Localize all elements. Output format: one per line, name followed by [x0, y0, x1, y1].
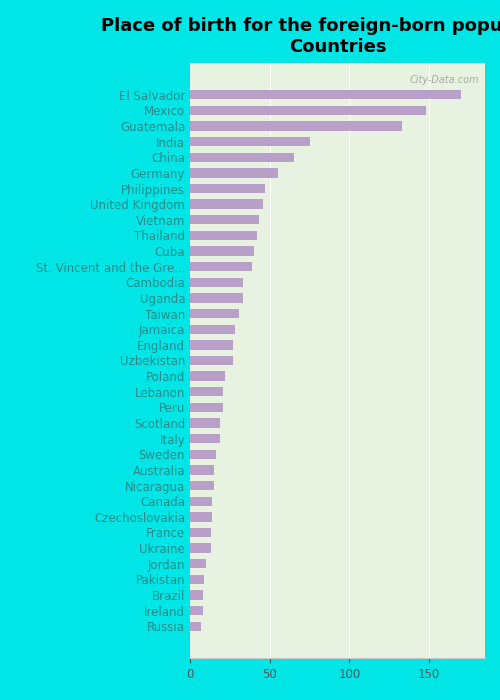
Bar — [190, 231, 257, 240]
Bar — [190, 325, 234, 334]
Bar — [190, 559, 206, 568]
Bar — [190, 215, 258, 225]
Bar — [190, 622, 201, 631]
Bar — [190, 402, 224, 412]
Bar — [190, 90, 461, 99]
Bar — [190, 340, 233, 349]
Bar — [190, 137, 310, 146]
Bar — [190, 199, 264, 209]
Bar — [190, 543, 210, 553]
Bar — [190, 121, 402, 131]
Text: City-Data.com: City-Data.com — [410, 75, 479, 85]
Bar — [190, 372, 225, 381]
Bar — [190, 449, 216, 459]
Bar — [190, 153, 294, 162]
Bar — [190, 419, 220, 428]
Bar — [190, 262, 252, 272]
Bar — [190, 606, 203, 615]
Bar — [190, 356, 233, 365]
Bar — [190, 575, 204, 584]
Bar — [190, 246, 254, 256]
Bar — [190, 293, 242, 302]
Bar — [190, 466, 214, 475]
Bar — [190, 434, 220, 443]
Bar — [190, 168, 278, 178]
Bar — [190, 309, 240, 318]
Bar — [190, 481, 214, 490]
Bar — [190, 512, 212, 522]
Bar — [190, 590, 203, 600]
Bar — [190, 496, 212, 506]
Bar — [190, 278, 242, 287]
Title: Place of birth for the foreign-born population -
Countries: Place of birth for the foreign-born popu… — [101, 17, 500, 56]
Bar — [190, 184, 265, 193]
Bar — [190, 528, 210, 537]
Bar — [190, 106, 426, 115]
Bar — [190, 387, 224, 396]
